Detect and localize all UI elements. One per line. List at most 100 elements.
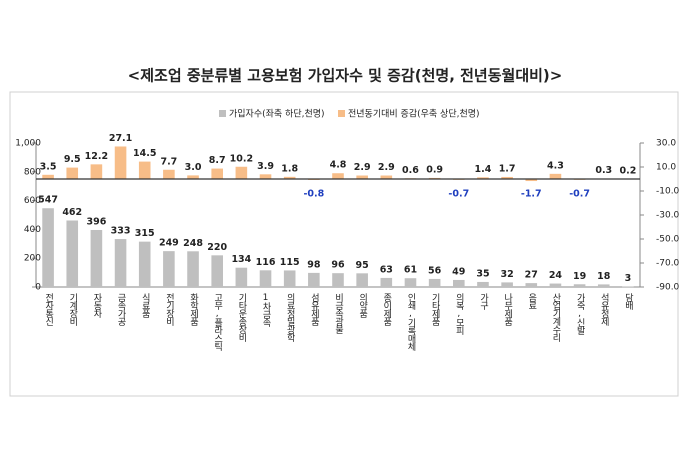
bar [283, 176, 296, 179]
x-tick-label: 고무,플라스틱 [212, 293, 222, 352]
bar [453, 279, 465, 287]
value-label: 3.0 [185, 162, 202, 173]
value-label: 0.2 [619, 165, 636, 176]
value-label: 7.7 [160, 156, 177, 167]
value-label: 4.3 [547, 160, 564, 171]
value-label: 35 [476, 268, 489, 279]
x-tick-label: 나무제품 [502, 293, 512, 326]
y2-tick-label: 10.0 [656, 163, 676, 173]
x-tick-label: 가죽,신발 [575, 293, 585, 335]
bar [477, 177, 489, 179]
value-label: 3.9 [257, 161, 274, 172]
bar [597, 284, 610, 287]
x-tick-label: 산업기계수리 [550, 293, 560, 343]
value-label: -0.8 [303, 189, 324, 200]
bar [259, 270, 272, 287]
bar [501, 282, 513, 287]
value-label: 1.7 [499, 163, 516, 174]
x-tick-label: 자동차 [91, 293, 101, 319]
x-tick-label: 기계장비 [67, 293, 77, 327]
value-label: 0.3 [595, 165, 612, 176]
bar [187, 175, 199, 179]
value-label: 61 [404, 265, 417, 276]
x-tick-label: 인쇄,기록매체 [405, 293, 415, 352]
x-tick-label: 비금속광물 [333, 293, 343, 334]
value-label: 32 [501, 269, 514, 280]
value-label: 248 [183, 238, 203, 249]
value-label: 49 [452, 266, 465, 277]
value-label: 95 [356, 260, 369, 271]
value-label: 96 [331, 260, 345, 271]
value-label: 24 [549, 270, 563, 281]
x-tick-label: 식료품 [140, 293, 150, 318]
y2-tick-label: -90.0 [656, 283, 680, 293]
y-tick-label: 0 [35, 283, 41, 293]
bar [428, 278, 441, 287]
y2-tick-label: 30.0 [656, 139, 676, 149]
value-label: 10.2 [230, 153, 253, 164]
value-label: 56 [428, 265, 442, 276]
value-label: 220 [207, 242, 227, 253]
value-label: 98 [307, 259, 321, 270]
value-label: 547 [38, 195, 58, 206]
bar [211, 255, 223, 287]
bar [138, 241, 151, 287]
bar [573, 284, 586, 287]
y-tick-label: 1,000 [15, 139, 41, 149]
bar [235, 166, 248, 179]
value-label: -0.7 [569, 189, 590, 200]
value-label: 0.6 [402, 165, 419, 176]
bar [525, 283, 538, 287]
x-tick-label: 의약품 [357, 293, 367, 318]
x-tick-label: 석유정제 [599, 293, 609, 327]
value-label: 3 [625, 273, 632, 284]
value-label: 3.5 [40, 161, 57, 172]
bar [332, 173, 344, 179]
y2-tick-label: -50.0 [656, 235, 680, 245]
bar [549, 283, 562, 287]
bar [114, 239, 127, 287]
value-label: 27 [525, 270, 538, 281]
bar [308, 272, 320, 287]
x-tick-label: 의복,모피 [454, 293, 464, 336]
value-label: 63 [380, 264, 393, 275]
bar [42, 208, 54, 287]
value-label: 27.1 [109, 133, 132, 144]
legend-swatch [338, 110, 345, 117]
x-tick-label: 전기장비 [164, 293, 174, 327]
bar [259, 174, 272, 179]
value-label: -1.7 [521, 189, 542, 200]
bar [356, 273, 368, 287]
x-tick-label: 가구 [478, 293, 488, 311]
value-label: 315 [135, 228, 155, 239]
bar [163, 251, 175, 287]
y-tick-label: 400 [24, 225, 41, 235]
x-tick-label: 금속가공 [116, 293, 126, 326]
value-label: 9.5 [64, 154, 81, 165]
bar [90, 229, 103, 287]
value-label: 4.8 [330, 160, 347, 171]
bar [622, 286, 634, 288]
bar [114, 146, 127, 179]
bar [332, 273, 344, 287]
bar [380, 277, 393, 287]
bar [549, 173, 562, 179]
bar [501, 176, 513, 179]
legend-label: 전년동기대비 증감(우축 상단,천명) [348, 108, 480, 120]
bar [235, 267, 248, 287]
chart-frame [9, 91, 679, 397]
x-tick-label: 전자통신 [43, 293, 53, 326]
legend-swatch [219, 110, 226, 117]
value-label: 333 [111, 226, 131, 237]
x-tick-label: 음료 [526, 293, 536, 309]
bar [66, 167, 79, 179]
value-label: 14.5 [133, 148, 156, 159]
value-label: 396 [86, 216, 106, 227]
x-tick-label: 담배 [623, 292, 633, 311]
bar [404, 278, 417, 287]
y2-tick-label: -30.0 [656, 211, 680, 221]
bar [163, 169, 175, 179]
y-tick-label: 600 [24, 196, 41, 206]
bar [477, 281, 489, 287]
x-tick-label: 기타제품 [430, 293, 440, 326]
